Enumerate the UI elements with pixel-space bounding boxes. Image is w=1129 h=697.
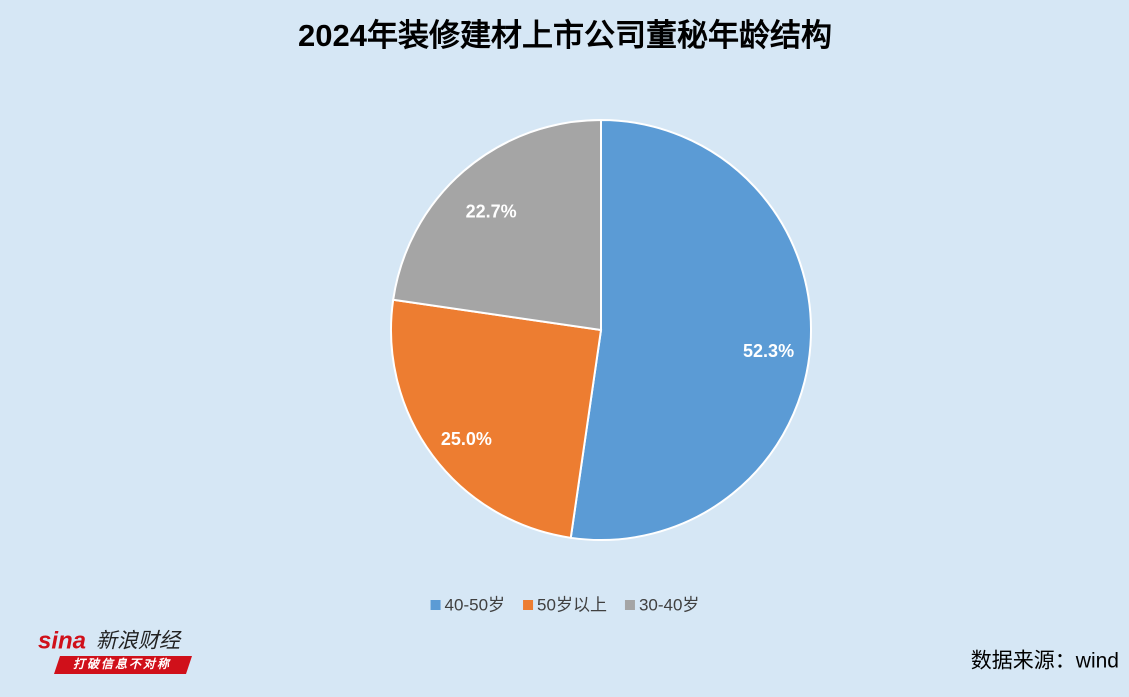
source: 数据来源：wind xyxy=(971,650,1119,673)
legend-swatch xyxy=(430,600,441,610)
logo: sina 新浪财经 打破信息不对称 xyxy=(38,627,192,674)
legend-swatch xyxy=(624,600,635,610)
logo-brand: sina xyxy=(38,627,86,654)
legend-swatch xyxy=(523,600,534,610)
pie-slice xyxy=(569,118,812,541)
logo-slogan: 打破信息不对称 xyxy=(73,657,171,671)
legend-label: 30-40岁 xyxy=(639,595,699,614)
pie-slice xyxy=(392,118,602,332)
legend-label: 40-50岁 xyxy=(445,595,505,614)
legend-label: 50岁以上 xyxy=(537,595,607,614)
pie-slice xyxy=(390,298,603,539)
chart-title: 2024年装修建材上市公司董秘年龄结构 xyxy=(298,18,832,53)
data-label: 25.0% xyxy=(441,429,492,449)
logo-name: 新浪财经 xyxy=(96,630,182,653)
data-label: 22.7% xyxy=(466,202,517,222)
logo-banner xyxy=(54,656,192,674)
data-label: 52.3% xyxy=(743,341,794,361)
